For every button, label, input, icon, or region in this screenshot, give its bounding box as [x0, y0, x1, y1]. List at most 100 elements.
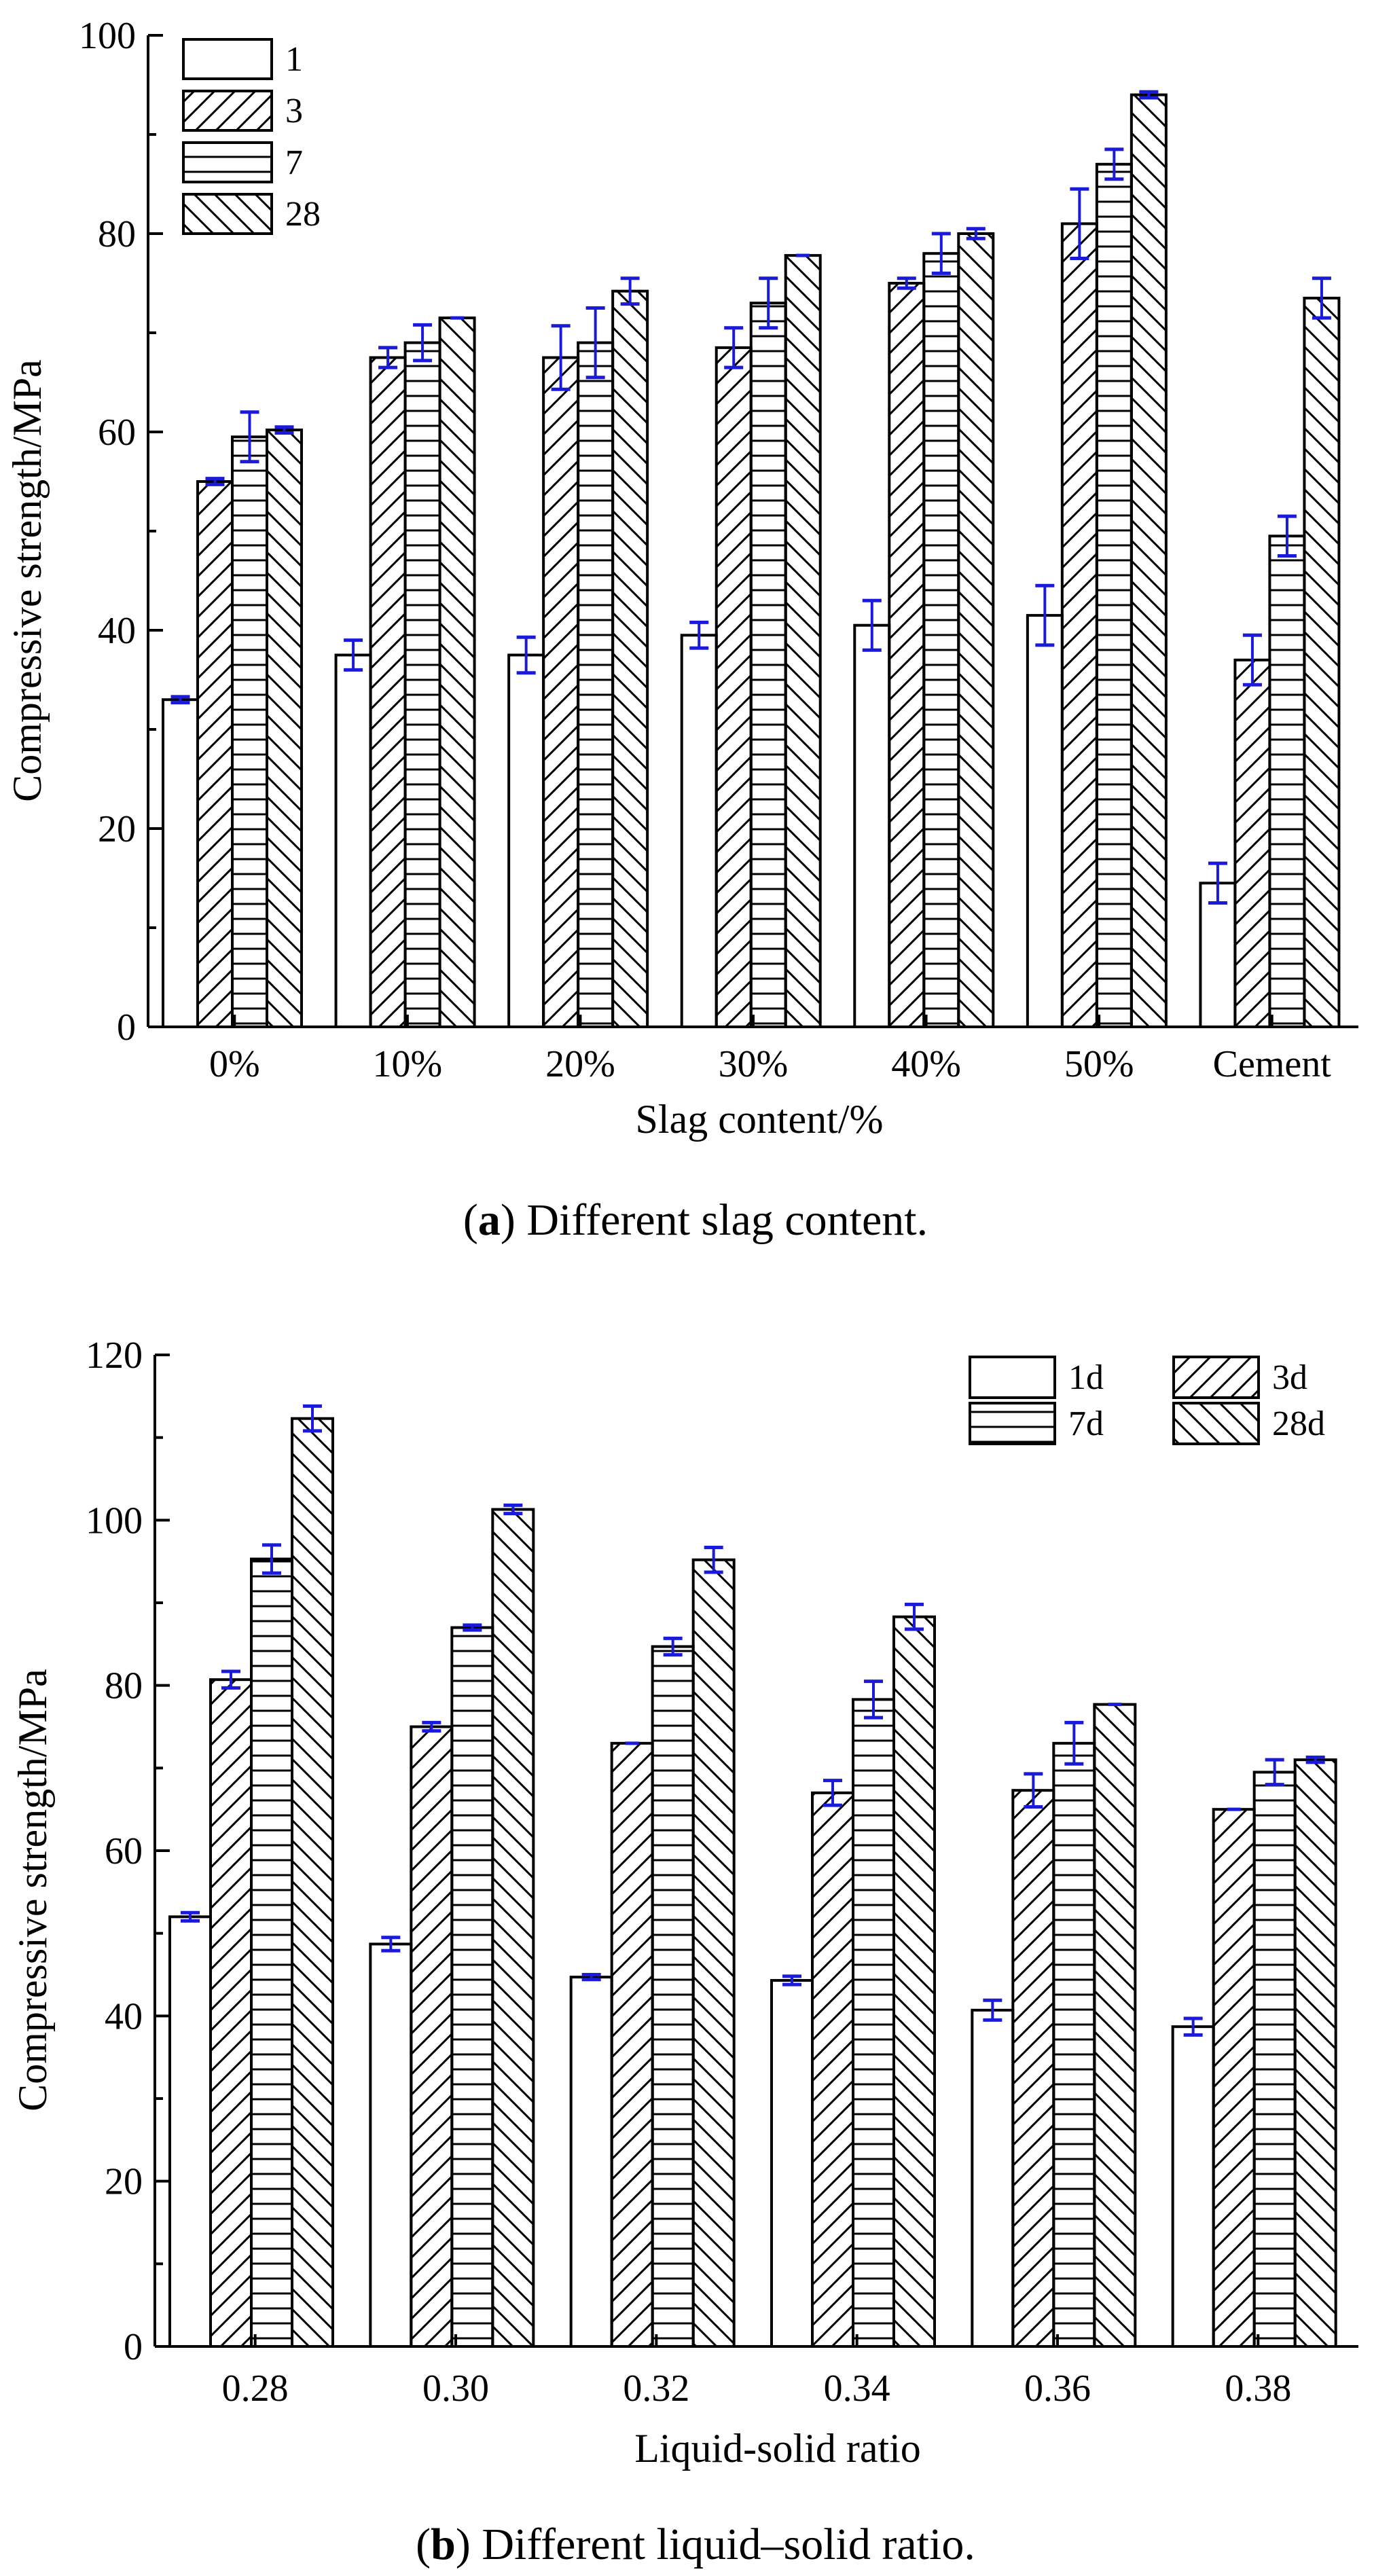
error-bar	[724, 326, 744, 369]
bar-1d-0.38	[1171, 2025, 1215, 2348]
bar-28-0%	[266, 429, 303, 1028]
error-bar	[620, 276, 640, 306]
bar-7-50%	[1095, 162, 1133, 1028]
error-bar	[516, 635, 536, 675]
bar-28-Cement	[1303, 296, 1341, 1028]
bar-7d-0.34	[852, 1698, 895, 2348]
legend-label: 1d	[1068, 1358, 1104, 1397]
legend-label: 3	[285, 92, 303, 130]
bar-3-10%	[369, 356, 407, 1028]
error-bar	[303, 1404, 322, 1433]
bar-3-20%	[542, 356, 580, 1028]
error-bar	[931, 232, 951, 275]
bar-28-40%	[957, 232, 995, 1028]
bar-1-0%	[162, 698, 199, 1028]
legend-label: 7	[285, 143, 303, 182]
bar-28d-0.34	[892, 1615, 936, 2348]
bar-7d-0.32	[651, 1645, 695, 2348]
error-bar	[864, 1680, 883, 1720]
x-tick-label: 0.32	[623, 2368, 689, 2410]
error-bar	[983, 1998, 1002, 2022]
y-tick-label: 40	[105, 1995, 143, 2037]
error-bar	[966, 227, 986, 240]
bar-3-30%	[715, 346, 753, 1028]
bar-28-10%	[438, 316, 476, 1029]
bar-3-0%	[196, 480, 234, 1028]
bar-7-10%	[403, 341, 441, 1029]
bar-28d-0.32	[691, 1558, 736, 2348]
bar-1d-0.28	[168, 1915, 212, 2348]
error-bar	[381, 1936, 401, 1953]
x-tick-label: 0%	[209, 1043, 260, 1085]
error-bar	[1305, 1756, 1325, 1764]
error-bar	[1035, 583, 1055, 647]
bar-28d-0.36	[1093, 1703, 1137, 2348]
bar-3d-0.34	[811, 1791, 854, 2348]
error-bar	[1183, 2016, 1203, 2037]
bar-1-40%	[853, 623, 891, 1028]
x-axis-title: Liquid-solid ratio	[634, 2426, 921, 2471]
legend-swatch	[969, 1356, 1056, 1399]
bar-7-40%	[922, 252, 960, 1029]
bar-28d-0.28	[291, 1417, 334, 2348]
error-bar	[262, 1543, 281, 1575]
y-axis-title: Compressive strength/MPa	[5, 359, 50, 802]
bar-7d-0.38	[1252, 1771, 1297, 2348]
error-bar	[221, 1669, 240, 1690]
y-tick-label: 0	[124, 2326, 143, 2368]
error-bar	[274, 425, 294, 435]
y-tick-label: 40	[98, 610, 136, 652]
error-bar	[823, 1779, 842, 1807]
y-tick-label: 100	[86, 1500, 143, 1542]
error-bar	[581, 1973, 601, 1982]
legend-label: 7d	[1068, 1404, 1104, 1443]
bar-3d-0.36	[1011, 1789, 1055, 2348]
legend-label: 28d	[1272, 1404, 1325, 1443]
x-tick-label: 0.34	[824, 2368, 890, 2410]
y-tick-label: 0	[117, 1006, 136, 1049]
y-tick-label: 60	[105, 1830, 143, 1872]
caption: (a) Different slag content.	[463, 1195, 928, 1245]
error-bar	[1024, 1772, 1043, 1809]
bar-7-20%	[577, 341, 615, 1029]
bar-7-Cement	[1268, 534, 1306, 1028]
error-bar	[1139, 90, 1159, 100]
x-tick-label: 20%	[545, 1043, 615, 1085]
error-bar	[463, 1623, 482, 1632]
legend: 1d 3d 7d 28d	[969, 1356, 1325, 1445]
legend-swatch	[182, 38, 273, 80]
bar-1-20%	[507, 653, 545, 1028]
x-tick-label: 10%	[373, 1043, 443, 1085]
bar-1d-0.30	[369, 1942, 413, 2348]
error-bar	[1208, 861, 1227, 905]
bar-1-30%	[680, 634, 718, 1028]
error-bar	[422, 1720, 441, 1733]
error-bar	[759, 276, 778, 330]
error-bar	[585, 306, 605, 380]
error-bar	[344, 638, 363, 672]
bar-1-Cement	[1199, 882, 1237, 1029]
error-bar	[689, 620, 709, 650]
bar-1d-0.36	[971, 2008, 1015, 2348]
error-bar	[704, 1545, 723, 1574]
error-bar	[897, 276, 916, 290]
bar-7-0%	[231, 435, 268, 1028]
y-tick-label: 60	[98, 412, 136, 454]
error-bar	[1265, 1758, 1284, 1787]
legend-swatch	[182, 90, 273, 132]
error-bar	[413, 323, 433, 363]
y-tick-label: 20	[98, 808, 136, 850]
y-tick-label: 20	[105, 2161, 143, 2203]
bar-28d-0.38	[1293, 1758, 1337, 2348]
x-tick-label: Cement	[1213, 1043, 1332, 1085]
y-tick-label: 100	[79, 15, 136, 57]
legend-swatch	[1172, 1402, 1260, 1445]
bar-28-20%	[611, 289, 649, 1028]
legend-swatch	[1172, 1356, 1260, 1399]
error-bar	[1277, 514, 1297, 558]
bar-3d-0.28	[209, 1678, 253, 2348]
legend-swatch	[182, 193, 273, 235]
bar-3d-0.38	[1212, 1808, 1256, 2348]
bar-3d-0.30	[410, 1725, 454, 2348]
bar-1d-0.32	[569, 1976, 613, 2348]
